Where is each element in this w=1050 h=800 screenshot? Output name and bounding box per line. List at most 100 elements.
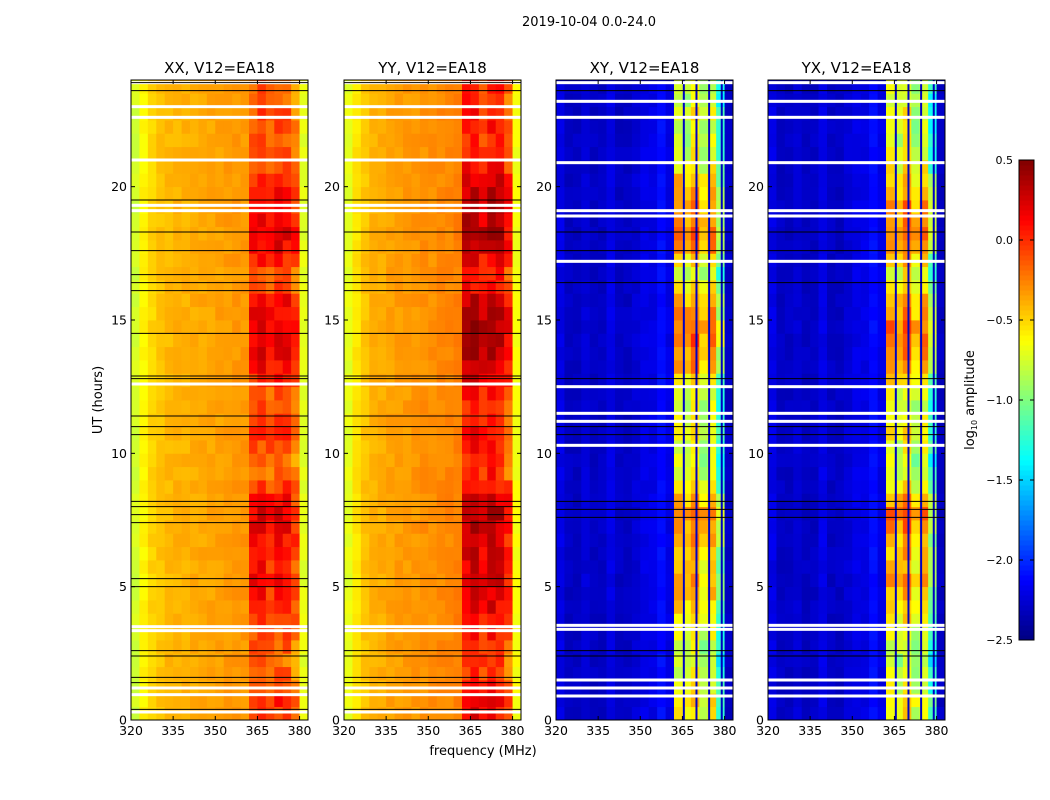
heatmap-cell	[360, 586, 370, 601]
heatmap-cell	[369, 506, 379, 521]
heatmap-cell	[776, 600, 786, 614]
heatmap-cell	[572, 426, 582, 441]
heatmap-cell	[784, 360, 794, 374]
heatmap-cell	[249, 706, 258, 721]
heatmap-cell	[164, 586, 174, 601]
heatmap-cell	[648, 706, 658, 721]
heatmap-cell	[784, 320, 794, 334]
heatmap-cell	[648, 400, 658, 414]
heatmap-cell	[131, 466, 140, 481]
colorbar-segment	[1019, 615, 1034, 621]
heatmap-cell	[164, 426, 174, 441]
heatmap-cell	[860, 693, 870, 708]
y-tick-label: 10	[748, 446, 764, 461]
heatmap-cell	[291, 400, 300, 414]
heatmap-cell	[556, 613, 565, 628]
heatmap-cell	[682, 146, 692, 161]
heatmap-cell	[282, 640, 292, 654]
heatmap-cell	[453, 226, 463, 241]
heatmap-cell	[352, 453, 362, 468]
heatmap-cell	[223, 226, 233, 241]
heatmap-cell	[631, 546, 641, 561]
heatmap-cell	[352, 706, 362, 721]
heatmap-cell	[131, 320, 140, 334]
heatmap-cell	[581, 693, 591, 708]
heatmap-cell	[291, 146, 300, 161]
heatmap-cell	[623, 546, 633, 561]
heatmap-cell	[640, 346, 650, 361]
flagged-row	[344, 115, 521, 119]
heatmap-cell	[428, 613, 438, 628]
heatmap-cell	[344, 146, 353, 161]
heatmap-cell	[877, 133, 887, 148]
heatmap-cell	[436, 493, 446, 508]
heatmap-cell	[265, 653, 275, 668]
flagged-row	[768, 161, 945, 165]
heatmap-cell	[860, 573, 870, 588]
heatmap-cell	[674, 106, 683, 121]
heatmap-cell	[827, 306, 836, 321]
colorbar-segment	[1019, 595, 1034, 601]
heatmap-cell	[232, 333, 241, 348]
heatmap-cell	[419, 373, 429, 388]
heatmap-cell	[818, 666, 828, 681]
heatmap-cell	[206, 320, 216, 334]
heatmap-cell	[223, 346, 233, 361]
x-axis-label: frequency (MHz)	[429, 744, 536, 759]
heatmap-cell	[156, 546, 166, 561]
heatmap-cell	[877, 373, 887, 388]
heatmap-cell	[784, 160, 794, 174]
colorbar-segment	[1019, 315, 1034, 321]
heatmap-cell	[648, 693, 658, 708]
heatmap-cell	[827, 480, 836, 494]
heatmap-cell	[147, 426, 157, 441]
heatmap-cell	[411, 306, 421, 321]
heatmap-cell	[257, 306, 267, 321]
heatmap-cell	[707, 146, 717, 161]
heatmap-cell	[843, 373, 853, 388]
heatmap-cell	[206, 293, 216, 308]
heatmap-cell	[724, 213, 734, 228]
heatmap-cell	[556, 186, 565, 201]
heatmap-cell	[470, 706, 480, 721]
heatmap-cell	[299, 373, 309, 388]
heatmap-cell	[453, 133, 463, 148]
heatmap-cell	[352, 266, 362, 281]
heatmap-cell	[504, 560, 513, 574]
heatmap-cell	[581, 306, 591, 321]
heatmap-cell	[223, 173, 233, 188]
heatmap-cell	[707, 480, 717, 494]
heatmap-cell	[657, 346, 666, 361]
heatmap-cell	[190, 373, 199, 388]
heatmap-cell	[206, 186, 216, 201]
heatmap-cell	[274, 520, 284, 534]
heatmap-cell	[869, 546, 878, 561]
heatmap-cell	[344, 653, 353, 668]
heatmap-cell	[223, 546, 233, 561]
heatmap-cell	[282, 453, 292, 468]
heatmap-cell	[215, 653, 225, 668]
heatmap-cell	[581, 240, 591, 254]
heatmap-cell	[131, 240, 140, 254]
heatmap-cell	[556, 200, 565, 214]
heatmap-cell	[156, 226, 166, 241]
heatmap-cell	[470, 466, 480, 481]
heatmap-cell	[282, 666, 292, 681]
heatmap-cell	[428, 306, 438, 321]
heatmap-cell	[902, 120, 912, 134]
heatmap-cell	[156, 160, 166, 174]
heatmap-cell	[215, 266, 225, 281]
heatmap-cell	[886, 106, 895, 121]
heatmap-cell	[394, 533, 404, 548]
heatmap-cell	[436, 253, 446, 268]
heatmap-cell	[419, 253, 429, 268]
heatmap-cell	[919, 80, 929, 94]
heatmap-cell	[198, 560, 208, 574]
heatmap-cell	[564, 400, 574, 414]
heatmap-cell	[894, 466, 904, 481]
heatmap-cell	[911, 706, 921, 721]
heatmap-cell	[631, 213, 641, 228]
heatmap-cell	[682, 386, 692, 401]
heatmap-cell	[198, 226, 208, 241]
heatmap-cell	[478, 693, 488, 708]
